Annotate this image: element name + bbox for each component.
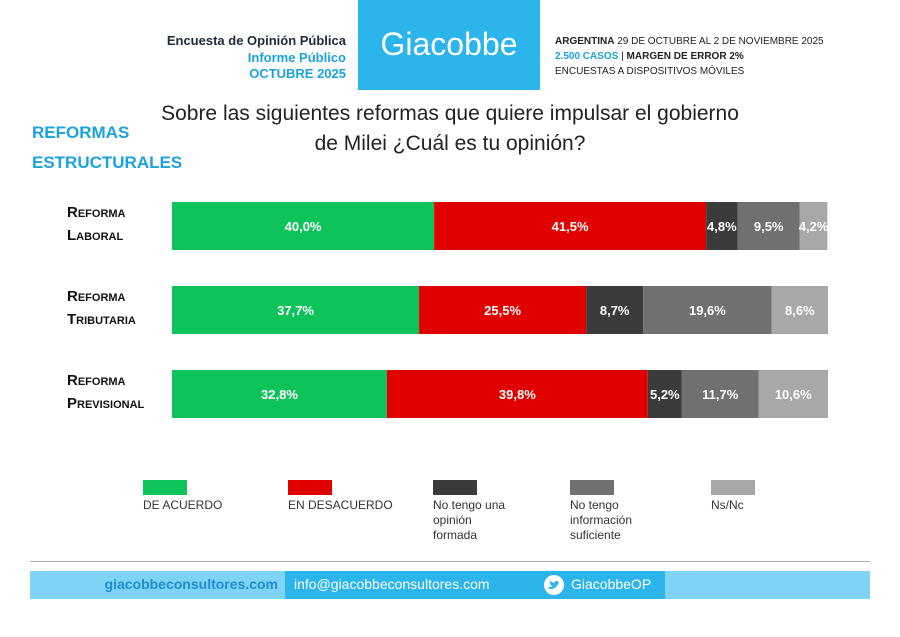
bar-segment (799, 202, 828, 250)
legend-label: No tengo información suficiente (570, 498, 633, 542)
footer-band-mid (285, 571, 665, 599)
dates: 29 DE OCTUBRE AL 2 DE NOVIEMBRE 2025 (617, 36, 824, 47)
separator: | (621, 51, 624, 62)
sample: 2.500 CASOS | MARGEN DE ERROR 2% (555, 51, 744, 62)
legend-label: No tengo una opinión formada (433, 498, 506, 542)
section-label: REFORMAS ESTRUCTURALES (32, 123, 183, 172)
bar-segment (647, 370, 682, 418)
data-label: 4,2% (799, 219, 829, 234)
chart-title: Sobre las siguientes reformas que quiere… (161, 102, 739, 155)
legend-swatch (143, 480, 187, 495)
data-label: 8,7% (600, 303, 630, 318)
data-label: 8,6% (785, 303, 815, 318)
legend-swatch (288, 480, 332, 495)
data-label: 25,5% (484, 303, 521, 318)
legend-swatch (570, 480, 614, 495)
category-label: Reforma Tributaria (67, 288, 136, 328)
category-label: Reforma Previsional (67, 372, 145, 412)
data-label: 19,6% (689, 303, 726, 318)
legend-label: DE ACUERDO (143, 498, 223, 512)
bar-segment (172, 286, 420, 334)
report-date: OCTUBRE 2025 (249, 66, 346, 81)
data-label: 32,8% (261, 387, 298, 402)
data-label: 5,2% (650, 387, 680, 402)
bar-segment (172, 202, 435, 250)
data-label: 9,5% (754, 219, 784, 234)
fieldwork: ARGENTINA 29 DE OCTUBRE AL 2 DE NOVIEMBR… (555, 36, 824, 47)
bar-segment (586, 286, 644, 334)
data-label: 39,8% (499, 387, 536, 402)
email: info@giacobbeconsultores.com (294, 576, 490, 592)
data-label: 37,7% (277, 303, 314, 318)
divider (30, 561, 870, 562)
method: ENCUESTAS A DISPOSITIVOS MÓVILES (555, 66, 745, 77)
data-label: 40,0% (285, 219, 322, 234)
cases: 2.500 CASOS (555, 51, 619, 62)
brand-box (358, 0, 540, 90)
bar-segment (172, 370, 387, 418)
bar-segment (386, 370, 648, 418)
brand: Giacobbe (380, 26, 518, 62)
bar-segment (419, 286, 587, 334)
margin: MARGEN DE ERROR 2% (626, 51, 744, 62)
category-label: Reforma Laboral (67, 204, 126, 244)
legend-swatch (711, 480, 755, 495)
bar-segment (758, 370, 828, 418)
twitter-icon (544, 575, 564, 595)
data-label: 41,5% (552, 219, 589, 234)
bar-segment (434, 202, 707, 250)
bar-segment (643, 286, 772, 334)
legend-swatch (433, 480, 477, 495)
data-label: 10,6% (775, 387, 812, 402)
country: ARGENTINA (555, 36, 615, 47)
bar-segment (706, 202, 738, 250)
survey-name: Encuesta de Opinión Pública (166, 33, 346, 48)
bar-segment (737, 202, 800, 250)
data-label: 11,7% (702, 387, 739, 402)
bar-segment (771, 286, 828, 334)
website: giacobbeconsultores.com (104, 576, 278, 592)
legend-label: Ns/Nc (711, 498, 744, 512)
bar-segment (681, 370, 759, 418)
report-type: Informe Público (247, 50, 346, 65)
twitter-handle: GiacobbeOP (571, 576, 652, 592)
data-label: 4,8% (707, 219, 737, 234)
legend-label: EN DESACUERDO (288, 498, 393, 512)
